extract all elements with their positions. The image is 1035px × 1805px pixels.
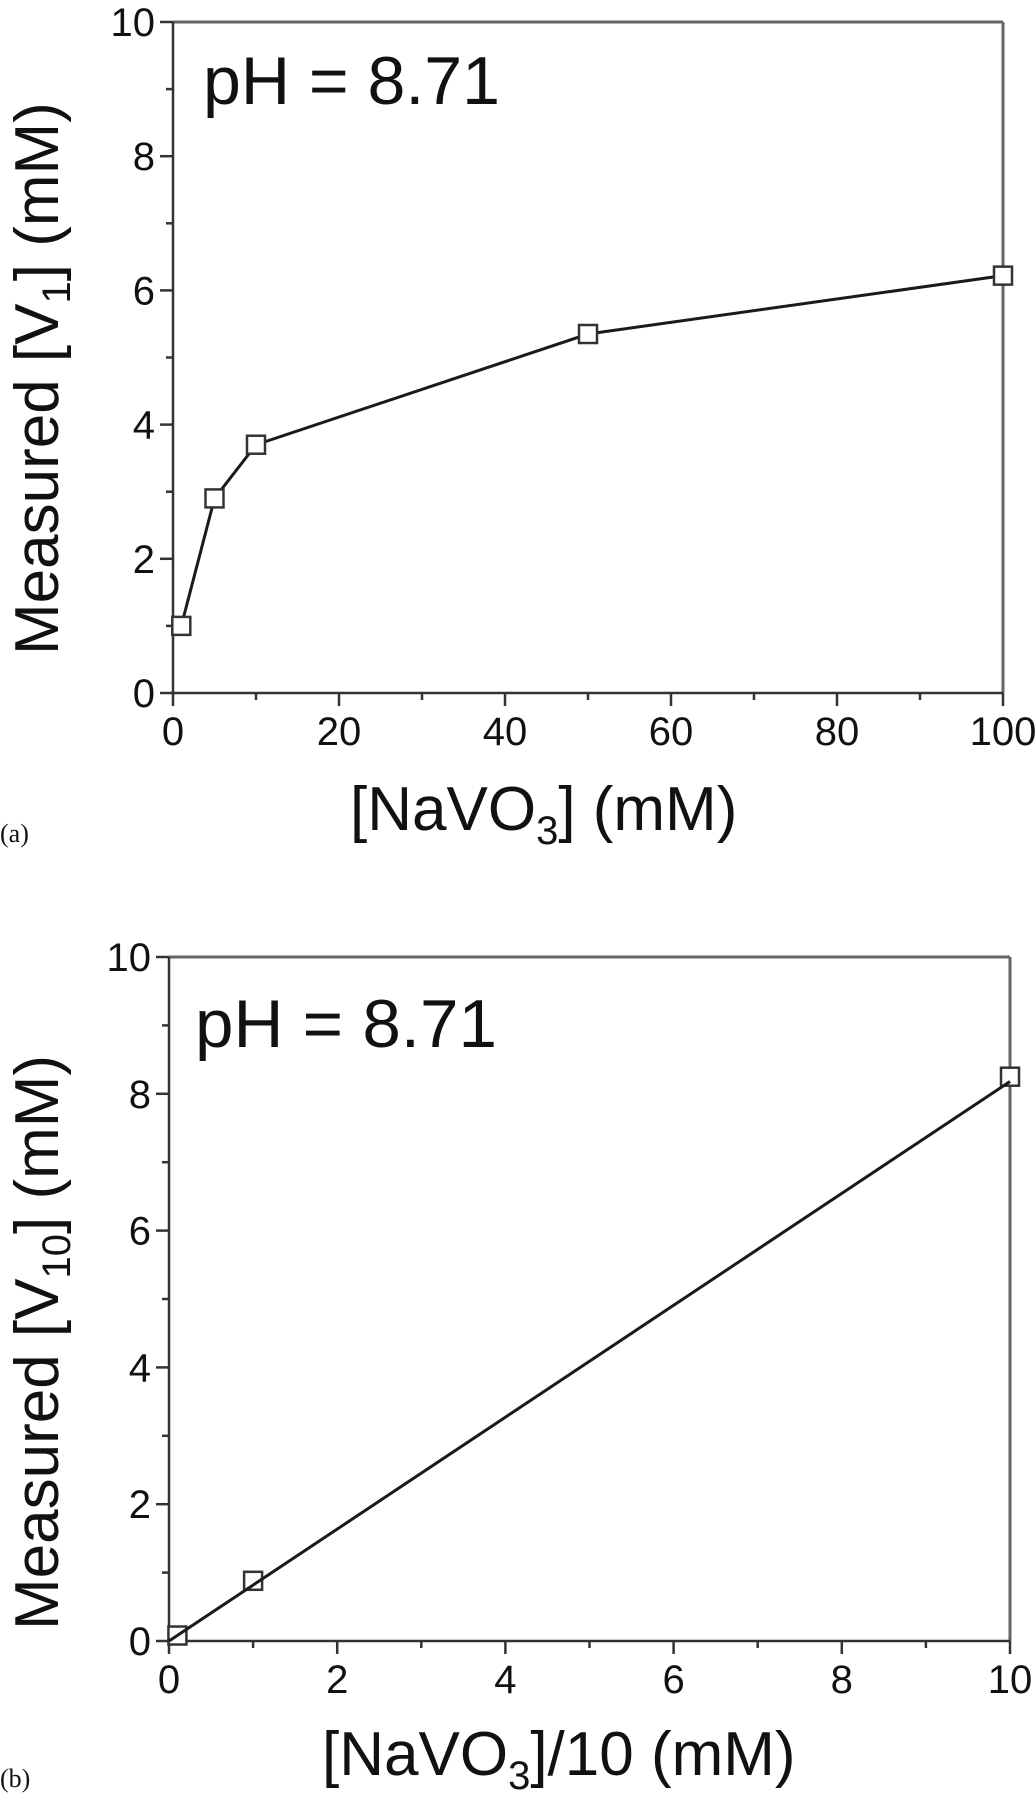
data-point-marker (172, 617, 190, 635)
y-title-main: Measured [V (3, 303, 72, 655)
y-tick-label: 2 (133, 538, 155, 582)
y-title-tail: ] (mM) (3, 1055, 72, 1234)
y-tick-label: 8 (129, 1073, 151, 1117)
panel-a-x-axis-title: [NaVO3] (mM) (350, 775, 737, 853)
panel-a-label: (a) (0, 819, 29, 848)
y-title-subscript: 1 (35, 281, 79, 303)
series-line (169, 1081, 1010, 1641)
data-point-marker (579, 325, 597, 343)
data-point-marker (247, 436, 265, 454)
data-point-marker (994, 267, 1012, 285)
panel-b-y-axis-title: Measured [V10] (mM) (3, 1055, 79, 1630)
x-tick-label: 40 (483, 710, 528, 754)
x-title-main: [NaVO (322, 1720, 508, 1789)
x-tick-label: 0 (158, 1658, 180, 1702)
x-title-tail: ] (mM) (558, 775, 737, 844)
panel-b-x-axis-title: [NaVO3]/10 (mM) (322, 1720, 796, 1798)
x-tick-label: 80 (815, 710, 860, 754)
y-tick-label: 0 (133, 672, 155, 716)
y-tick-label: 4 (129, 1346, 151, 1390)
x-title-subscript: 3 (536, 809, 558, 853)
x-title-tail: ]/10 (mM) (530, 1720, 795, 1789)
x-tick-label: 4 (494, 1658, 516, 1702)
x-tick-label: 20 (317, 710, 362, 754)
x-title-main: [NaVO (350, 775, 536, 844)
y-title-subscript: 10 (35, 1234, 79, 1279)
panel-b-label: (b) (0, 1764, 30, 1793)
y-tick-label: 8 (133, 135, 155, 179)
y-tick-label: 10 (107, 936, 152, 980)
x-tick-label: 60 (649, 710, 694, 754)
y-tick-label: 0 (129, 1620, 151, 1664)
y-title-main: Measured [V (3, 1278, 72, 1630)
x-tick-label: 0 (162, 710, 184, 754)
y-tick-label: 10 (111, 1, 156, 45)
y-tick-label: 4 (133, 404, 155, 448)
y-tick-label: 6 (133, 269, 155, 313)
x-tick-label: 8 (831, 1658, 853, 1702)
x-tick-label: 2 (326, 1658, 348, 1702)
panel-a-annotation: pH = 8.71 (203, 43, 500, 119)
x-tick-label: 100 (970, 710, 1035, 754)
panel-a-y-axis-title: Measured [V1] (mM) (3, 102, 79, 655)
x-title-subscript: 3 (508, 1754, 530, 1798)
panel-b-annotation: pH = 8.71 (195, 986, 497, 1062)
y-title-tail: ] (mM) (3, 102, 72, 281)
y-tick-label: 2 (129, 1483, 151, 1527)
y-tick-label: 6 (129, 1210, 151, 1254)
data-point-marker (206, 489, 224, 507)
x-tick-label: 10 (988, 1658, 1033, 1702)
x-tick-label: 6 (662, 1658, 684, 1702)
